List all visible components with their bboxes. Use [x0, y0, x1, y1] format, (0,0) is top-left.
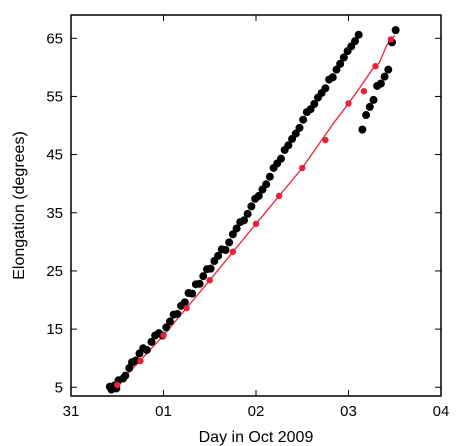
y-tick-label: 65	[46, 30, 63, 47]
data-point	[180, 298, 189, 307]
x-tick-label: 01	[155, 403, 172, 420]
fit-marker	[183, 304, 190, 312]
data-point	[380, 72, 389, 81]
fit-line	[116, 34, 396, 386]
fit-marker	[275, 192, 283, 200]
data-point	[376, 79, 385, 88]
data-point	[299, 115, 308, 124]
data-point	[199, 272, 208, 281]
data-point	[214, 251, 223, 260]
data-point	[228, 230, 237, 239]
data-point	[369, 95, 378, 104]
fit-marker	[345, 100, 352, 107]
data-point	[165, 317, 174, 326]
y-tick-label: 35	[46, 205, 63, 222]
y-tick-label: 45	[46, 147, 63, 164]
data-point	[121, 371, 130, 380]
x-tick-label: 03	[340, 403, 357, 420]
y-tick-label: 15	[46, 321, 63, 338]
data-point	[384, 65, 393, 74]
x-tick-group: 31 01 02 03 04	[63, 15, 450, 420]
data-point	[291, 129, 300, 138]
fit-line-group	[116, 34, 396, 386]
data-point	[336, 59, 345, 68]
data-point	[142, 346, 151, 355]
data-point	[310, 99, 319, 108]
data-point	[239, 216, 248, 225]
data-point	[221, 245, 230, 254]
fit-marker	[114, 381, 121, 389]
y-tick-label: 55	[46, 88, 63, 105]
fit-marker	[372, 62, 379, 70]
data-point	[328, 73, 337, 82]
data-point	[321, 84, 330, 93]
fit-marker	[206, 277, 213, 284]
x-axis-label: Day in Oct 2009	[199, 429, 314, 446]
fit-marker	[160, 332, 167, 339]
data-point	[206, 264, 215, 273]
data-point	[339, 53, 348, 62]
data-point	[362, 111, 371, 120]
fit-marker	[229, 248, 237, 255]
data-point	[225, 238, 234, 247]
fit-marker	[387, 36, 395, 43]
data-point	[262, 180, 271, 189]
data-point	[332, 65, 341, 74]
fit-marker	[299, 164, 306, 172]
y-tick-label: 25	[46, 263, 63, 280]
y-axis-label: Elongation (degrees)	[11, 131, 28, 280]
data-point	[254, 191, 263, 200]
data-point	[391, 26, 400, 35]
y-tick-group: 5 15 25 35 45 55 65	[46, 30, 441, 396]
data-point	[188, 289, 197, 298]
data-point	[162, 323, 171, 332]
fit-markers-group	[114, 36, 395, 389]
data-point	[265, 172, 274, 181]
fit-marker	[322, 136, 329, 144]
x-tick-label: 31	[63, 403, 80, 420]
x-tick-label: 02	[248, 403, 265, 420]
data-point	[276, 154, 285, 163]
data-point	[195, 279, 204, 288]
data-point	[358, 125, 367, 134]
fit-marker	[252, 220, 260, 228]
x-tick-label: 04	[433, 403, 450, 420]
data-point	[365, 102, 374, 111]
data-point	[354, 30, 363, 39]
data-point	[232, 224, 241, 233]
data-points-group	[105, 26, 400, 394]
data-point	[243, 209, 252, 218]
y-tick-label: 5	[55, 379, 63, 396]
data-point	[247, 202, 256, 211]
data-point	[295, 123, 304, 132]
fit-marker	[360, 88, 368, 95]
data-point	[284, 141, 293, 150]
data-point	[350, 37, 359, 46]
data-point	[173, 309, 182, 318]
plot-frame	[70, 14, 442, 397]
fit-marker	[137, 357, 144, 365]
data-point	[147, 337, 156, 346]
